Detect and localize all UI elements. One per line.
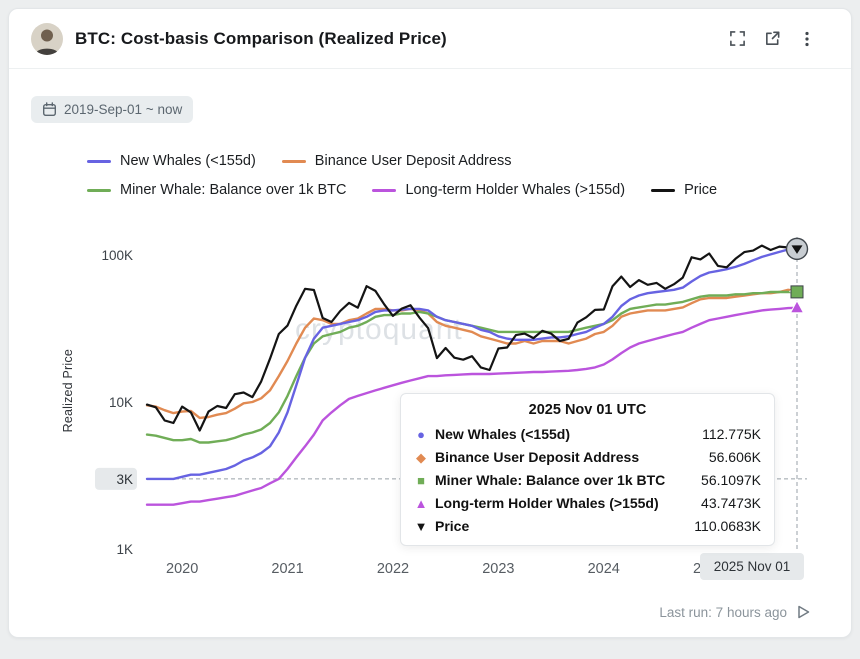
calendar-icon [42, 102, 57, 117]
legend-item-new-whales[interactable]: New Whales (<155d) [87, 153, 256, 169]
triangle-down-marker-icon: ▼ [414, 519, 428, 534]
tooltip-series-value: 56.1097K [701, 472, 761, 488]
card-footer: Last run: 7 hours ago [9, 604, 851, 620]
run-play-icon[interactable] [795, 604, 811, 620]
tooltip-row: ■ Miner Whale: Balance over 1k BTC 56.10… [401, 469, 774, 492]
legend-label: Long-term Holder Whales (>155d) [405, 182, 626, 198]
open-external-icon[interactable] [762, 29, 782, 49]
line-swatch-icon [87, 159, 111, 163]
tooltip-row: ◆ Binance User Deposit Address 56.606K [401, 446, 774, 469]
header-left: BTC: Cost-basis Comparison (Realized Pri… [31, 22, 447, 55]
tooltip-title: 2025 Nov 01 UTC [528, 402, 647, 418]
tooltip-series-value: 110.0683K [694, 518, 761, 534]
page-title: BTC: Cost-basis Comparison (Realized Pri… [75, 28, 447, 48]
tooltip-series-value: 43.7473K [701, 495, 761, 511]
date-range-chip[interactable]: 2019-Sep-01 ~ now [31, 96, 194, 123]
svg-text:2023: 2023 [482, 561, 514, 577]
svg-text:1K: 1K [116, 542, 133, 557]
line-swatch-icon [87, 188, 111, 192]
tooltip-row: ● New Whales (<155d) 112.775K [401, 423, 774, 446]
svg-text:2022: 2022 [377, 561, 409, 577]
legend-item-long-term-holder[interactable]: Long-term Holder Whales (>155d) [372, 182, 625, 198]
line-swatch-icon [651, 188, 676, 192]
card-body: 2019-Sep-01 ~ now New Whales (<155d) Bin… [9, 69, 851, 620]
legend-label: Price [684, 182, 718, 198]
triangle-up-marker-icon: ▲ [414, 496, 428, 511]
svg-text:2025 Nov 01: 2025 Nov 01 [714, 559, 791, 574]
legend-item-price[interactable]: Price [651, 182, 717, 198]
svg-text:2020: 2020 [166, 561, 198, 577]
avatar-image [31, 22, 63, 55]
svg-text:2021: 2021 [271, 561, 303, 577]
tooltip-series-label: Long-term Holder Whales (>155d) [435, 495, 659, 511]
circle-marker-icon: ● [417, 427, 425, 442]
legend-label: Binance User Deposit Address [314, 153, 512, 169]
line-swatch-icon [372, 188, 397, 192]
legend-label: Miner Whale: Balance over 1k BTC [120, 182, 347, 198]
legend-item-binance-deposit[interactable]: Binance User Deposit Address [281, 153, 512, 169]
tooltip-series-label: Miner Whale: Balance over 1k BTC [435, 472, 666, 488]
fullscreen-icon[interactable] [727, 29, 747, 49]
legend-item-miner-whale[interactable]: Miner Whale: Balance over 1k BTC [87, 182, 346, 198]
header-actions [727, 29, 817, 49]
tooltip-series-label: Binance User Deposit Address [435, 449, 640, 465]
chart-tooltip: 2025 Nov 01 UTC ● New Whales (<155d) 112… [400, 393, 775, 546]
date-range-label: 2019-Sep-01 ~ now [64, 102, 183, 117]
legend-row-2: Miner Whale: Balance over 1k BTC Long-te… [87, 178, 851, 202]
tooltip-series-label: New Whales (<155d) [435, 426, 570, 442]
line-swatch-icon [281, 159, 306, 163]
tooltip-series-value: 112.775K [702, 426, 761, 442]
card-header: BTC: Cost-basis Comparison (Realized Pri… [9, 9, 851, 69]
square-marker-icon: ■ [417, 473, 425, 488]
tooltip-series-value: 56.606K [708, 449, 761, 465]
svg-text:100K: 100K [101, 248, 133, 263]
legend-label: New Whales (<155d) [120, 153, 256, 169]
tooltip-row: ▼ Price 110.0683K [401, 515, 774, 538]
kebab-menu-icon[interactable] [797, 29, 817, 49]
chart-area[interactable]: cryptoquant Realized Price 100K 10K 1K 3K 20… [55, 209, 845, 594]
svg-text:10K: 10K [109, 395, 133, 410]
legend: New Whales (<155d) Binance User Deposit … [87, 149, 851, 202]
tooltip-series-label: Price [435, 518, 470, 534]
avatar[interactable] [31, 22, 63, 55]
chart-card: BTC: Cost-basis Comparison (Realized Pri… [8, 8, 852, 638]
diamond-marker-icon: ◆ [416, 450, 426, 465]
tooltip-row: ▲ Long-term Holder Whales (>155d) 43.747… [401, 492, 774, 515]
legend-row-1: New Whales (<155d) Binance User Deposit … [87, 149, 851, 173]
last-run-label: Last run: 7 hours ago [659, 604, 787, 620]
svg-text:2024: 2024 [588, 561, 620, 577]
svg-text:3K: 3K [116, 472, 133, 487]
